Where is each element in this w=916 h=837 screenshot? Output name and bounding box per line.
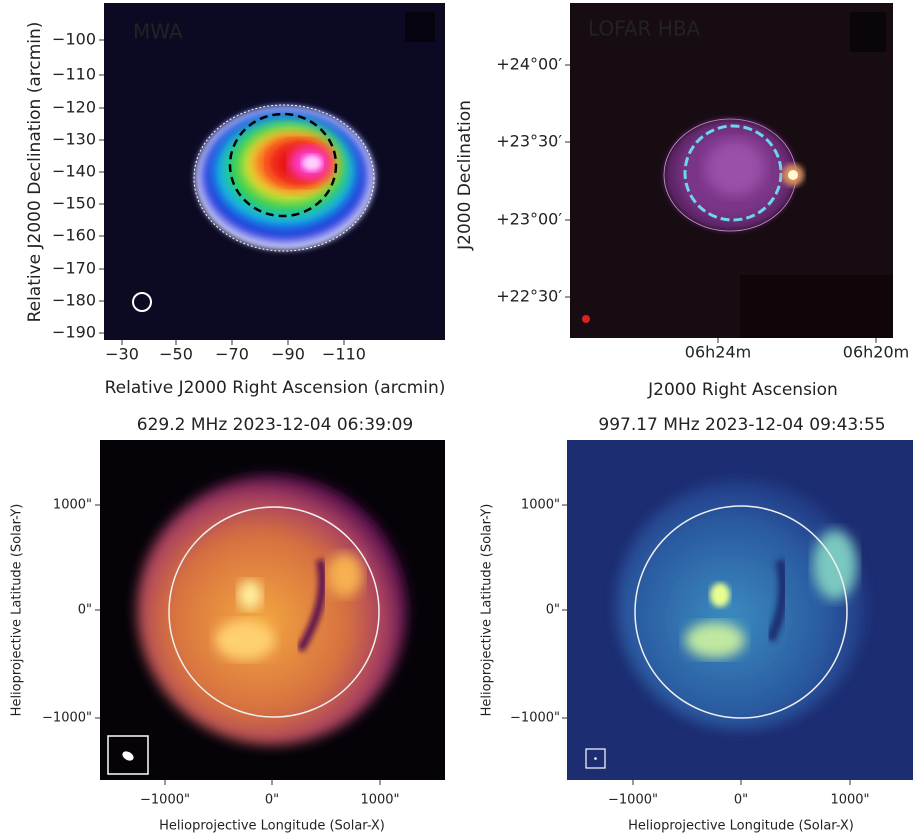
y-tick-label: −130 — [52, 130, 96, 149]
y-tick-label: +22°30′ — [496, 287, 562, 306]
panel-label: LOFAR HBA — [588, 17, 701, 41]
x-tick-label: 1000" — [830, 793, 869, 808]
y-tick-label: −110 — [52, 65, 96, 84]
y-tick-label: −150 — [52, 194, 96, 213]
y-tick-label: 1000" — [521, 498, 560, 513]
y-tick-label: −180 — [52, 291, 96, 310]
y-tick-label: −170 — [52, 259, 96, 278]
y-tick-label: −1000" — [42, 711, 92, 726]
y-tick-label: +23°30′ — [496, 132, 562, 151]
x-tick-label: −90 — [271, 345, 305, 364]
x-tick-label: 06h24m — [685, 343, 751, 362]
x-tick-label: −110 — [322, 345, 366, 364]
panel-title: 997.17 MHz 2023-12-04 09:43:55 — [598, 415, 885, 435]
y-tick-label: +23°00′ — [496, 210, 562, 229]
x-tick-label: −1000" — [608, 793, 658, 808]
y-tick-label: 0" — [546, 603, 560, 618]
x-tick-label: −50 — [159, 345, 193, 364]
x-axis-label: Relative J2000 Right Ascension (arcmin) — [105, 378, 446, 398]
y-tick-label: −1000" — [510, 711, 560, 726]
x-tick-label: 1000" — [360, 793, 399, 808]
y-tick-label: +24°00′ — [496, 55, 562, 74]
y-tick-label: −140 — [52, 162, 96, 181]
y-tick-label: 1000" — [53, 498, 92, 513]
figure: −100 −110 −120 −130 −140 −150 −160 −170 −180 −190… — [0, 0, 916, 837]
y-axis-label: J2000 Declination — [455, 100, 475, 251]
y-axis-label: Relative J2000 Declination (arcmin) — [25, 22, 45, 323]
y-axis-label: Helioprojective Latitude (Solar-Y) — [10, 504, 25, 717]
x-tick-label: 0" — [734, 793, 748, 808]
x-axis-label: Helioprojective Longitude (Solar-X) — [628, 819, 854, 834]
lofar-image — [570, 3, 893, 338]
sun-image-1 — [100, 440, 445, 780]
panel-label: MWA — [133, 20, 183, 44]
y-tick-label: 0" — [78, 603, 92, 618]
y-tick-label: −160 — [52, 226, 96, 245]
y-tick-label: −120 — [52, 98, 96, 117]
panel-title: 629.2 MHz 2023-12-04 06:39:09 — [137, 415, 413, 435]
page: {"panels": [ {"label": "MWA", "y_ticks":… — [0, 0, 916, 837]
y-tick-label: −100 — [52, 30, 96, 49]
x-tick-label: −30 — [105, 345, 139, 364]
y-axis-label: Helioprojective Latitude (Solar-Y) — [480, 504, 495, 717]
sun-image-2 — [567, 440, 913, 780]
x-tick-label: 0" — [265, 793, 279, 808]
x-tick-label: 06h20m — [843, 343, 909, 362]
y-tick-label: −190 — [52, 323, 96, 342]
x-axis-label: J2000 Right Ascension — [647, 380, 838, 400]
mwa-image — [104, 3, 445, 340]
x-tick-label: −1000" — [140, 793, 190, 808]
x-tick-label: −70 — [215, 345, 249, 364]
x-axis-label: Helioprojective Longitude (Solar-X) — [159, 819, 385, 834]
